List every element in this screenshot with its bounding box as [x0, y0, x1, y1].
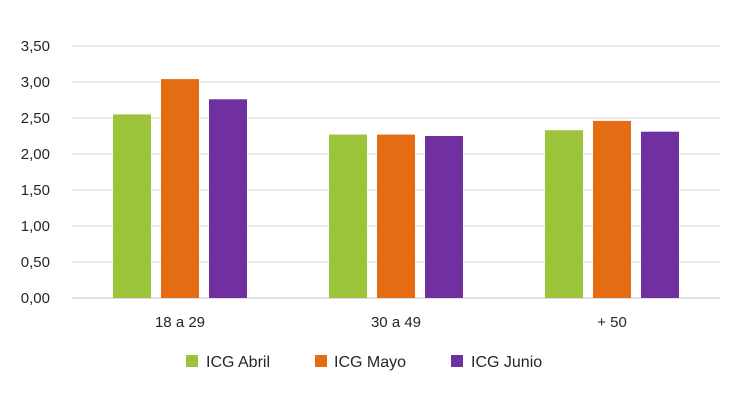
y-tick-label: 2,50	[21, 110, 50, 127]
y-tick-label: 1,50	[21, 182, 50, 199]
legend: ICG Abril ICG Mayo ICG Junio	[186, 354, 542, 371]
y-tick-label: 1,00	[21, 218, 50, 235]
bar-icg-junio-2	[641, 131, 679, 298]
y-tick-label: 3,00	[21, 74, 50, 91]
x-tick-label: 18 a 29	[155, 314, 205, 331]
bar-icg-mayo-0	[161, 79, 199, 299]
y-tick-label: 0,50	[21, 254, 50, 271]
bar-icg-abril-0	[113, 114, 151, 299]
y-axis-ticks: 0,00 0,50 1,00 1,50 2,00 2,50 3,00 3,50	[21, 38, 50, 307]
bar-icg-mayo-1	[377, 134, 415, 298]
bar-icg-junio-0	[209, 99, 247, 298]
bar-icg-junio-1	[425, 136, 463, 298]
bar-icg-abril-1	[329, 134, 367, 298]
legend-swatch	[451, 355, 463, 367]
legend-label: ICG Junio	[471, 354, 542, 371]
bar-icg-abril-2	[545, 130, 583, 298]
legend-swatch	[186, 355, 198, 367]
legend-label: ICG Abril	[206, 354, 270, 371]
y-tick-label: 3,50	[21, 38, 50, 55]
bar-icg-mayo-2	[593, 120, 631, 298]
legend-swatch	[315, 355, 327, 367]
y-tick-label: 0,00	[21, 290, 50, 307]
x-tick-label: + 50	[597, 314, 627, 331]
x-axis-ticks: 18 a 29 30 a 49 + 50	[155, 314, 627, 331]
legend-label: ICG Mayo	[334, 354, 406, 371]
bars	[113, 79, 679, 299]
x-tick-label: 30 a 49	[371, 314, 421, 331]
y-tick-label: 2,00	[21, 146, 50, 163]
